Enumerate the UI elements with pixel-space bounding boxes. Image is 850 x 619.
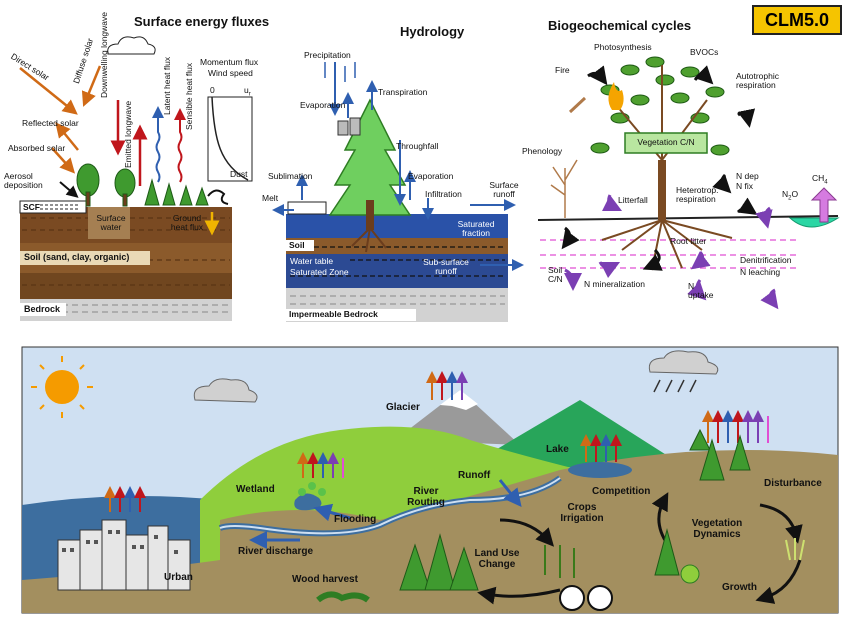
landscape-panel [21, 346, 839, 614]
n2o-label: N2O [782, 189, 799, 202]
hydrology-soil-label: Soil [289, 240, 305, 250]
saturated-fraction-label: Saturated fraction [457, 219, 495, 238]
throughfall-label: Throughfall [396, 141, 439, 151]
hydrology-title: Hydrology [400, 24, 465, 39]
n-uptake-label: N uptake [688, 281, 714, 300]
flooding-label: Flooding [334, 514, 377, 525]
photosynthesis-label: Photosynthesis [594, 42, 652, 52]
phenology-label: Phenology [522, 146, 563, 156]
crops-irrigation-label: Crops Irrigation [560, 502, 604, 524]
n-dep-label: N dep [736, 171, 759, 181]
runoff-label: Runoff [458, 470, 491, 481]
biogeo-title: Biogeochemical cycles [548, 18, 692, 33]
vegetation-cn-box [624, 132, 708, 154]
surface-energy-panel [19, 36, 253, 321]
sublimation-label: Sublimation [268, 171, 313, 181]
aerosol-deposition-label: Aerosol deposition [4, 171, 43, 190]
wetland-label: Wetland [236, 484, 275, 495]
surface-energy-title: Surface energy fluxes [134, 14, 270, 29]
cloud-left-icon [193, 378, 258, 403]
momentum-flux-label: Momentum flux [200, 57, 259, 67]
sensible-heat-arrow [174, 108, 186, 183]
vegetation-cn-label: Vegetation C/N [637, 137, 695, 147]
cloud-icon [107, 36, 156, 55]
biogeo-panel [537, 56, 840, 310]
transpiration-label: Transpiration [378, 87, 428, 97]
clm-version-badge: CLM5.0 [752, 5, 842, 35]
fire-label: Fire [555, 65, 570, 75]
scf-label: SCF [23, 202, 40, 212]
soil-cn-label: Soil C/N [548, 265, 563, 284]
reflected-solar-arrow [55, 122, 79, 151]
wood-harvest-label: Wood harvest [292, 574, 358, 585]
saturated-zone-label: Saturated Zone [290, 267, 349, 277]
river-routing-label: River Routing [407, 486, 445, 508]
n-leaching-label: N leaching [740, 267, 781, 277]
surface-water-box [88, 207, 130, 239]
denitrification-label: Denitrification [740, 255, 792, 265]
absorbed-solar-arrow [51, 147, 76, 174]
dust-label: Dust [230, 169, 248, 179]
axis-zero-label: 0 [210, 85, 215, 95]
hydrology-tree [328, 98, 412, 216]
litterfall-label: Litterfall [618, 195, 648, 205]
reflected-solar-label: Reflected solar [22, 118, 79, 128]
surface-runoff-label: Surface runoff [489, 180, 519, 199]
infiltration-label: Infiltration [425, 189, 462, 199]
downwelling-longwave-label: Downwelling longwave [99, 12, 109, 98]
direct-solar-arrow [19, 67, 78, 115]
ch4-label: CH4 [812, 173, 828, 186]
sun-icon [45, 370, 79, 404]
urban-label: Urban [164, 572, 193, 583]
ground-heat-flux-label: Ground heat flux [170, 213, 204, 232]
evaporation-ground-label: Evaporation [408, 171, 454, 181]
n-fix-label: N fix [736, 181, 753, 191]
sensible-heat-flux-label: Sensible heat flux [184, 62, 194, 130]
absorbed-solar-label: Absorbed solar [8, 143, 66, 153]
axis-u-label: ur [244, 85, 251, 98]
aerosol-arrow [59, 181, 79, 198]
competition-label: Competition [592, 486, 651, 497]
latent-heat-flux-label: Latent heat flux [162, 56, 172, 115]
growth-label: Growth [722, 582, 757, 593]
impermeable-bedrock-label: Impermeable Bedrock [289, 309, 378, 319]
lake-label: Lake [546, 444, 569, 455]
disturbance-label: Disturbance [764, 478, 822, 489]
autotrophic-respiration-label: Autotrophic respiration [736, 71, 779, 90]
water-table-label: Water table [290, 256, 334, 266]
root-litter-label: Root litter [670, 236, 707, 246]
soil-label: Soil (sand, clay, organic) [24, 252, 130, 262]
subsurface-runoff-label: Sub-surface runoff [423, 257, 469, 276]
hydrology-panel [272, 62, 524, 322]
rain-cloud-icon [648, 350, 719, 375]
wind-speed-label: Wind speed [208, 68, 253, 78]
latent-heat-arrow [152, 106, 164, 183]
vegetation-dynamics-label: Vegetation Dynamics [691, 518, 743, 540]
surface-water-label: Surface water [96, 213, 126, 232]
melt-label: Melt [262, 193, 279, 203]
bedrock-label: Bedrock [24, 304, 61, 314]
precipitation-label: Precipitation [304, 50, 351, 60]
glacier-label: Glacier [386, 402, 420, 413]
soil-label-bg [20, 251, 150, 265]
bvocs-label: BVOCs [690, 47, 719, 57]
diffuse-solar-arrow [81, 65, 102, 107]
heterotrop-respiration-label: Heterotrop. respiration [676, 185, 719, 204]
forest-trees [399, 428, 751, 591]
dust-swirl [207, 189, 229, 205]
n-mineralization-label: N mineralization [584, 279, 645, 289]
emitted-longwave-label: Emitted longwave [123, 100, 133, 168]
evaporation-canopy-label: Evaporation [300, 100, 346, 110]
land-use-change-label: Land Use Change [474, 548, 520, 570]
river-discharge-label: River discharge [238, 546, 314, 557]
